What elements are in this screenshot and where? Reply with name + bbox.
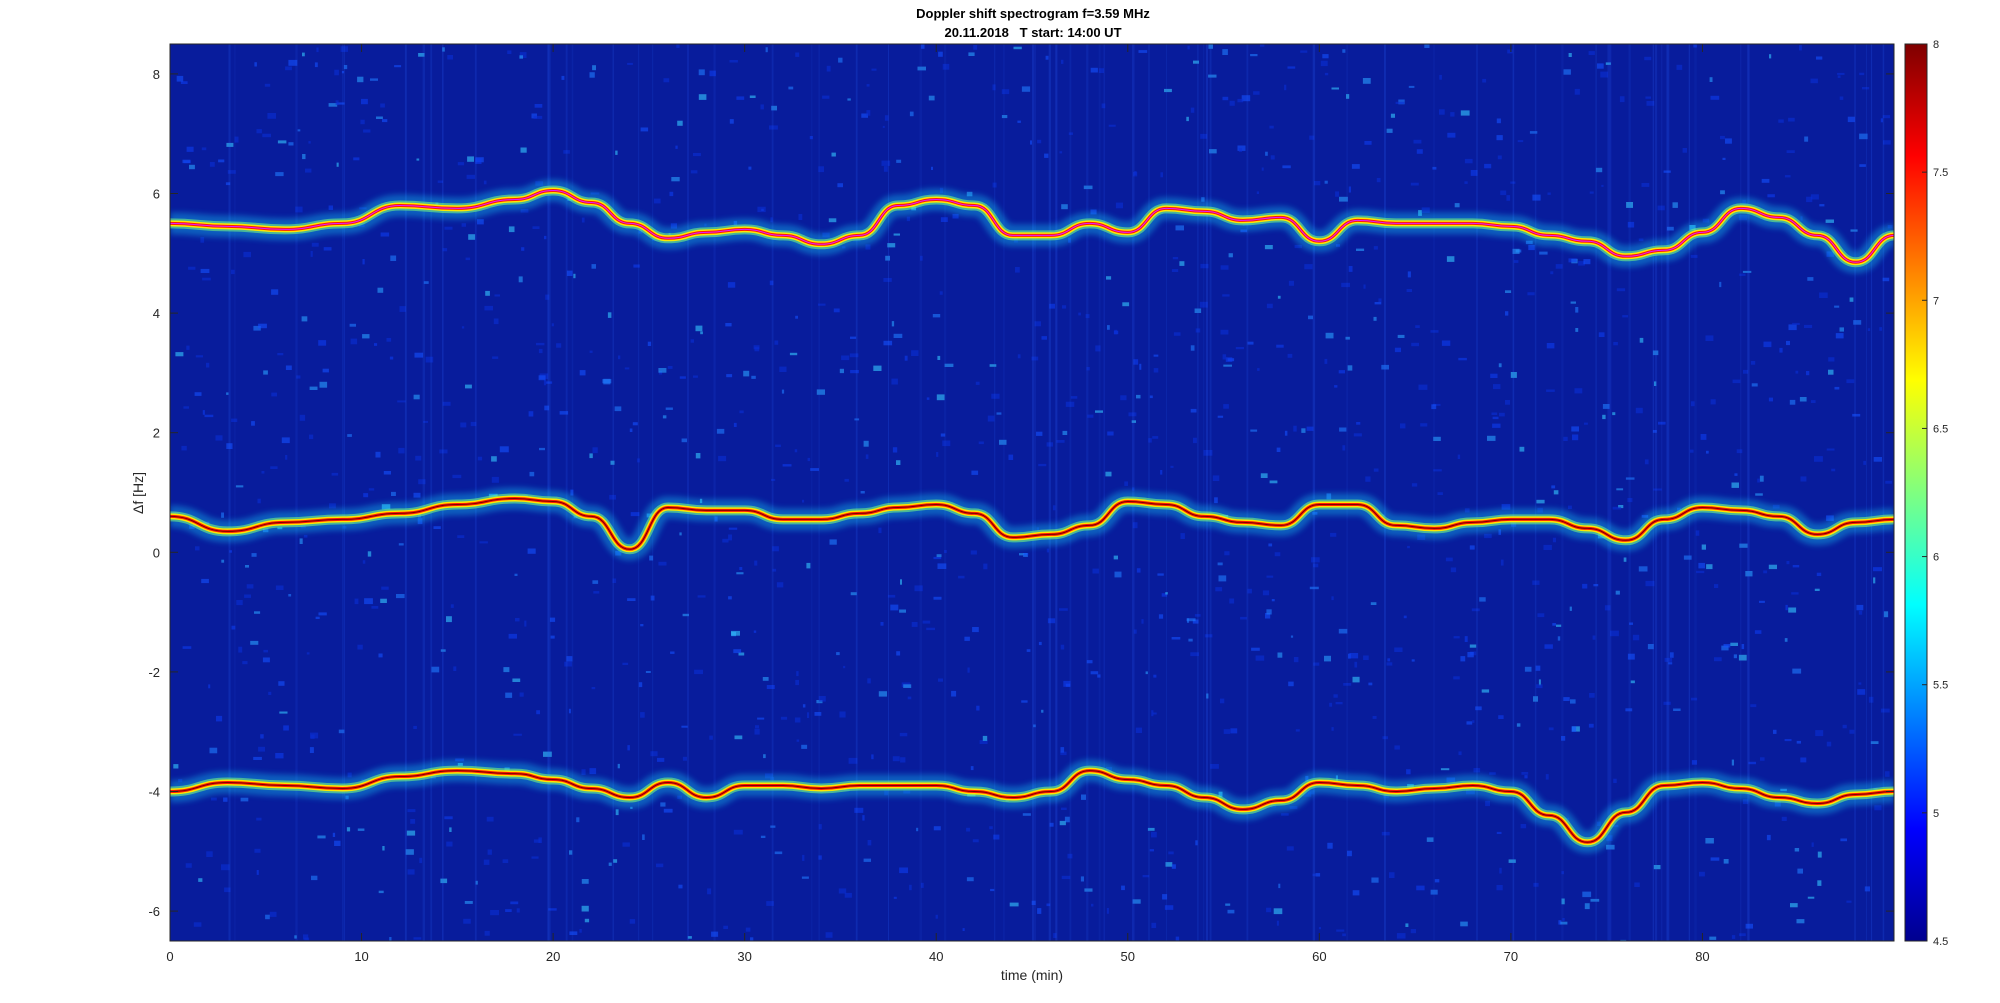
y-tick-label: 0 bbox=[153, 545, 160, 560]
chart-title: Doppler shift spectrogram f=3.59 MHz bbox=[916, 6, 1150, 21]
y-axis: -6 -4 -2 0 2 4 6 8 bbox=[148, 67, 1894, 919]
x-tick-label: 50 bbox=[1121, 949, 1135, 964]
colorbar-tick-label: 7.5 bbox=[1933, 167, 1948, 179]
trace-3 bbox=[170, 759, 1894, 854]
y-tick-label: 8 bbox=[153, 67, 160, 82]
y-tick-label: 2 bbox=[153, 426, 160, 441]
x-tick-label: 30 bbox=[737, 949, 751, 964]
x-axis: 0 10 20 30 40 50 60 70 80 bbox=[166, 44, 1710, 964]
x-tick-label: 80 bbox=[1695, 949, 1709, 964]
x-tick-label: 10 bbox=[354, 949, 368, 964]
x-tick-label: 60 bbox=[1312, 949, 1326, 964]
colorbar-tick-label: 6 bbox=[1933, 552, 1939, 564]
trace-1 bbox=[170, 179, 1894, 274]
y-tick-label: -6 bbox=[148, 904, 160, 919]
x-tick-label: 40 bbox=[929, 949, 943, 964]
colorbar-tick-label: 6.5 bbox=[1933, 423, 1948, 435]
colorbar: 4.5 5 5.5 6 6.5 7 7.5 8 bbox=[1904, 39, 1948, 948]
plot-area bbox=[169, 43, 1895, 942]
y-tick-label: -2 bbox=[148, 665, 160, 680]
x-tick-label: 0 bbox=[166, 949, 173, 964]
plot-frame bbox=[169, 43, 1895, 942]
y-tick-label: -4 bbox=[148, 785, 160, 800]
colorbar-tick-label: 4.5 bbox=[1933, 936, 1948, 948]
x-tick-label: 20 bbox=[546, 949, 560, 964]
colorbar-tick-label: 5 bbox=[1933, 808, 1939, 820]
colorbar-tick-label: 7 bbox=[1933, 295, 1939, 307]
trace-2 bbox=[170, 487, 1894, 561]
doppler-trace-layer bbox=[170, 179, 1894, 854]
colorbar-tick-label: 5.5 bbox=[1933, 680, 1948, 692]
colorbar-gradient bbox=[1904, 43, 1928, 942]
x-axis-label: time (min) bbox=[1001, 967, 1063, 983]
y-tick-label: 6 bbox=[153, 187, 160, 202]
y-axis-label: Δf [Hz] bbox=[130, 472, 146, 514]
x-tick-label: 70 bbox=[1504, 949, 1518, 964]
colorbar-ticks: 4.5 5 5.5 6 6.5 7 7.5 8 bbox=[1922, 39, 1948, 948]
vertical-streak-layer bbox=[228, 44, 1885, 941]
chart-subtitle: 20.11.2018 T start: 14:00 UT bbox=[944, 25, 1121, 40]
y-tick-label: 4 bbox=[153, 306, 160, 321]
colorbar-tick-label: 8 bbox=[1933, 39, 1939, 51]
